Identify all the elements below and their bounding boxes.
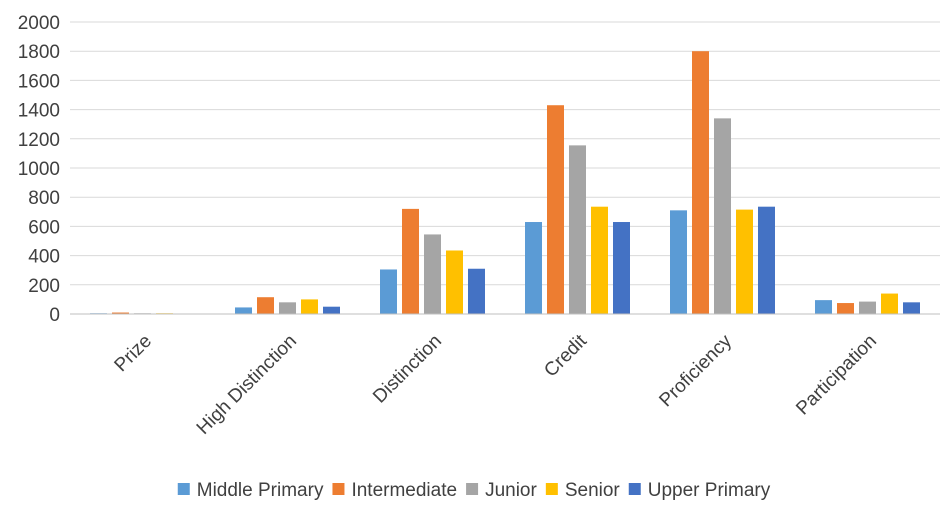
bars: [90, 51, 920, 314]
legend-item-upper-primary: Upper Primary: [628, 480, 771, 501]
x-category-label: High Distinction: [193, 331, 301, 439]
bar-junior-proficiency: [714, 118, 731, 314]
bar-intermediate-prize: [112, 312, 129, 314]
legend-label: Intermediate: [351, 480, 457, 501]
legend-item-middle-primary: Middle Primary: [177, 480, 324, 501]
bar-intermediate-proficiency: [692, 51, 709, 314]
legend-item-intermediate: Intermediate: [332, 480, 457, 501]
legend-swatch: [332, 483, 345, 495]
y-tick-label: 1800: [18, 42, 60, 63]
bar-senior-participation: [881, 293, 898, 314]
y-tick-label: 2000: [18, 13, 60, 34]
bar-senior-proficiency: [736, 209, 753, 314]
bar-upper-primary-participation: [903, 302, 920, 314]
gridlines: [70, 21, 940, 286]
bar-middle-primary-proficiency: [670, 210, 687, 314]
y-tick-label: 400: [28, 247, 60, 268]
legend-item-junior: Junior: [466, 480, 538, 501]
legend-label: Junior: [485, 480, 537, 501]
legend-swatch: [466, 483, 479, 495]
bar-intermediate-high-distinction: [257, 297, 274, 314]
x-category-label: Credit: [540, 330, 591, 381]
bar-junior-credit: [569, 145, 586, 314]
y-tick-label: 800: [28, 188, 60, 209]
y-tick-label: 1400: [18, 101, 60, 122]
bar-upper-primary-credit: [613, 222, 630, 314]
legend-item-senior: Senior: [545, 480, 621, 501]
legend-label: Middle Primary: [197, 480, 324, 501]
bar-middle-primary-participation: [815, 300, 832, 314]
legend-swatch: [177, 483, 190, 495]
x-category-label: Prize: [111, 331, 156, 376]
bar-senior-credit: [591, 206, 608, 314]
y-tick-label: 0: [49, 305, 60, 326]
y-tick-label: 1200: [18, 130, 60, 151]
y-tick-label: 200: [28, 276, 60, 297]
x-category-label: Proficiency: [655, 330, 736, 411]
legend-label: Upper Primary: [648, 480, 771, 501]
bar-senior-high-distinction: [301, 299, 318, 314]
bar-upper-primary-proficiency: [758, 206, 775, 314]
legend-label: Senior: [565, 480, 621, 501]
x-category-label: Distinction: [369, 331, 446, 408]
bar-junior-distinction: [424, 234, 441, 314]
bar-middle-primary-credit: [525, 222, 542, 314]
bar-junior-participation: [859, 301, 876, 314]
bar-senior-distinction: [446, 250, 463, 314]
y-tick-label: 600: [28, 217, 60, 238]
legend: Middle Primary Intermediate Junior Senior Up…: [177, 480, 771, 501]
bar-intermediate-credit: [547, 105, 564, 314]
y-axis-tick-labels: 0 200 400 600 800 1000 1200 1400 1600 1800 2000: [18, 13, 60, 326]
legend-swatch: [628, 483, 641, 495]
bar-middle-primary-high-distinction: [235, 307, 252, 314]
bar-junior-high-distinction: [279, 302, 296, 314]
bar-upper-primary-distinction: [468, 268, 485, 314]
bar-intermediate-participation: [837, 303, 854, 314]
y-tick-label: 1600: [18, 71, 60, 92]
bar-middle-primary-distinction: [380, 269, 397, 314]
bar-upper-primary-high-distinction: [323, 306, 340, 314]
x-axis-category-labels: Prize High Distinction Distinction Credit Pr…: [111, 330, 881, 439]
bar-intermediate-distinction: [402, 208, 419, 314]
x-category-label: Participation: [792, 331, 881, 420]
y-tick-label: 1000: [18, 159, 60, 180]
legend-swatch: [545, 483, 558, 495]
